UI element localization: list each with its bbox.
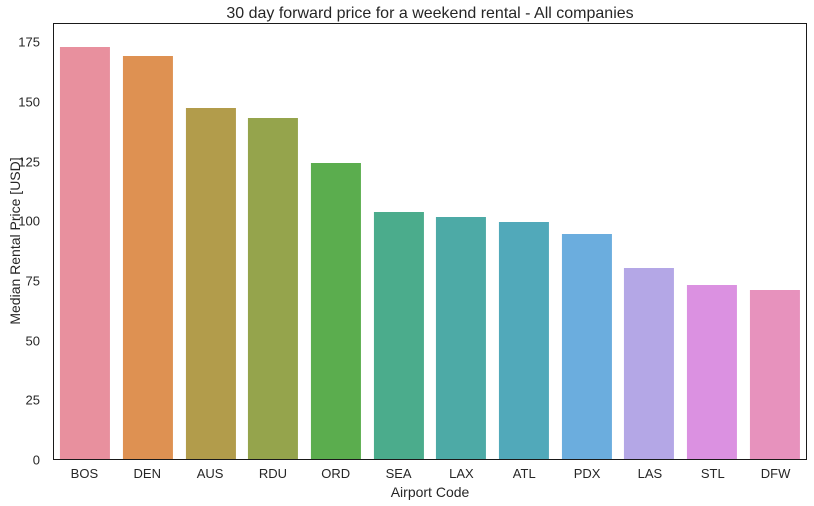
plot-area [53,23,807,460]
x-tick-label-DEN: DEN [133,466,161,481]
y-tick-label-175: 175 [18,34,40,50]
bar-DEN [122,56,174,459]
x-tick-label-AUS: AUS [196,466,224,481]
bar-ORD [310,163,362,459]
y-tick-label-75: 75 [25,273,40,289]
bar-BOS [60,46,111,459]
x-tick-label-ATL: ATL [512,466,536,481]
x-tick-label-SEA: SEA [385,466,412,481]
x-axis-label: Airport Code [390,484,470,500]
bar-ATL [498,222,550,459]
bar-LAX [436,216,487,459]
x-axis-tick-labels: BOS DEN AUS RDU ORD SEA LAX ATL PDX LAS STL DFW [53,466,807,482]
x-tick-label-STL: STL [700,466,725,481]
x-tick-label-DFW: DFW [760,466,791,481]
x-tick-label-PDX: PDX [573,466,601,481]
y-tick-label-100: 100 [18,213,40,229]
y-axis-tick-labels: 0 25 50 75 100 125 150 175 [0,23,46,468]
chart-title: 30 day forward price for a weekend renta… [226,5,634,22]
y-tick-label-0: 0 [32,452,40,468]
y-tick-label-50: 50 [25,333,40,349]
y-tick-label-25: 25 [25,392,40,408]
x-tick-label-ORD: ORD [321,466,351,481]
y-tick-label-150: 150 [18,94,40,110]
x-tick-label-BOS: BOS [70,466,99,481]
x-tick-label-LAS: LAS [637,466,663,481]
bar-RDU [248,117,299,459]
bar-PDX [561,234,612,459]
bar-AUS [185,108,236,459]
x-tick-label-RDU: RDU [258,466,287,481]
bar-SEA [373,211,424,459]
y-tick-label-125: 125 [18,154,40,170]
bar-DFW [749,290,800,459]
x-tick-label-LAX: LAX [449,466,474,481]
bar-STL [686,285,738,459]
bar-LAS [624,267,675,459]
